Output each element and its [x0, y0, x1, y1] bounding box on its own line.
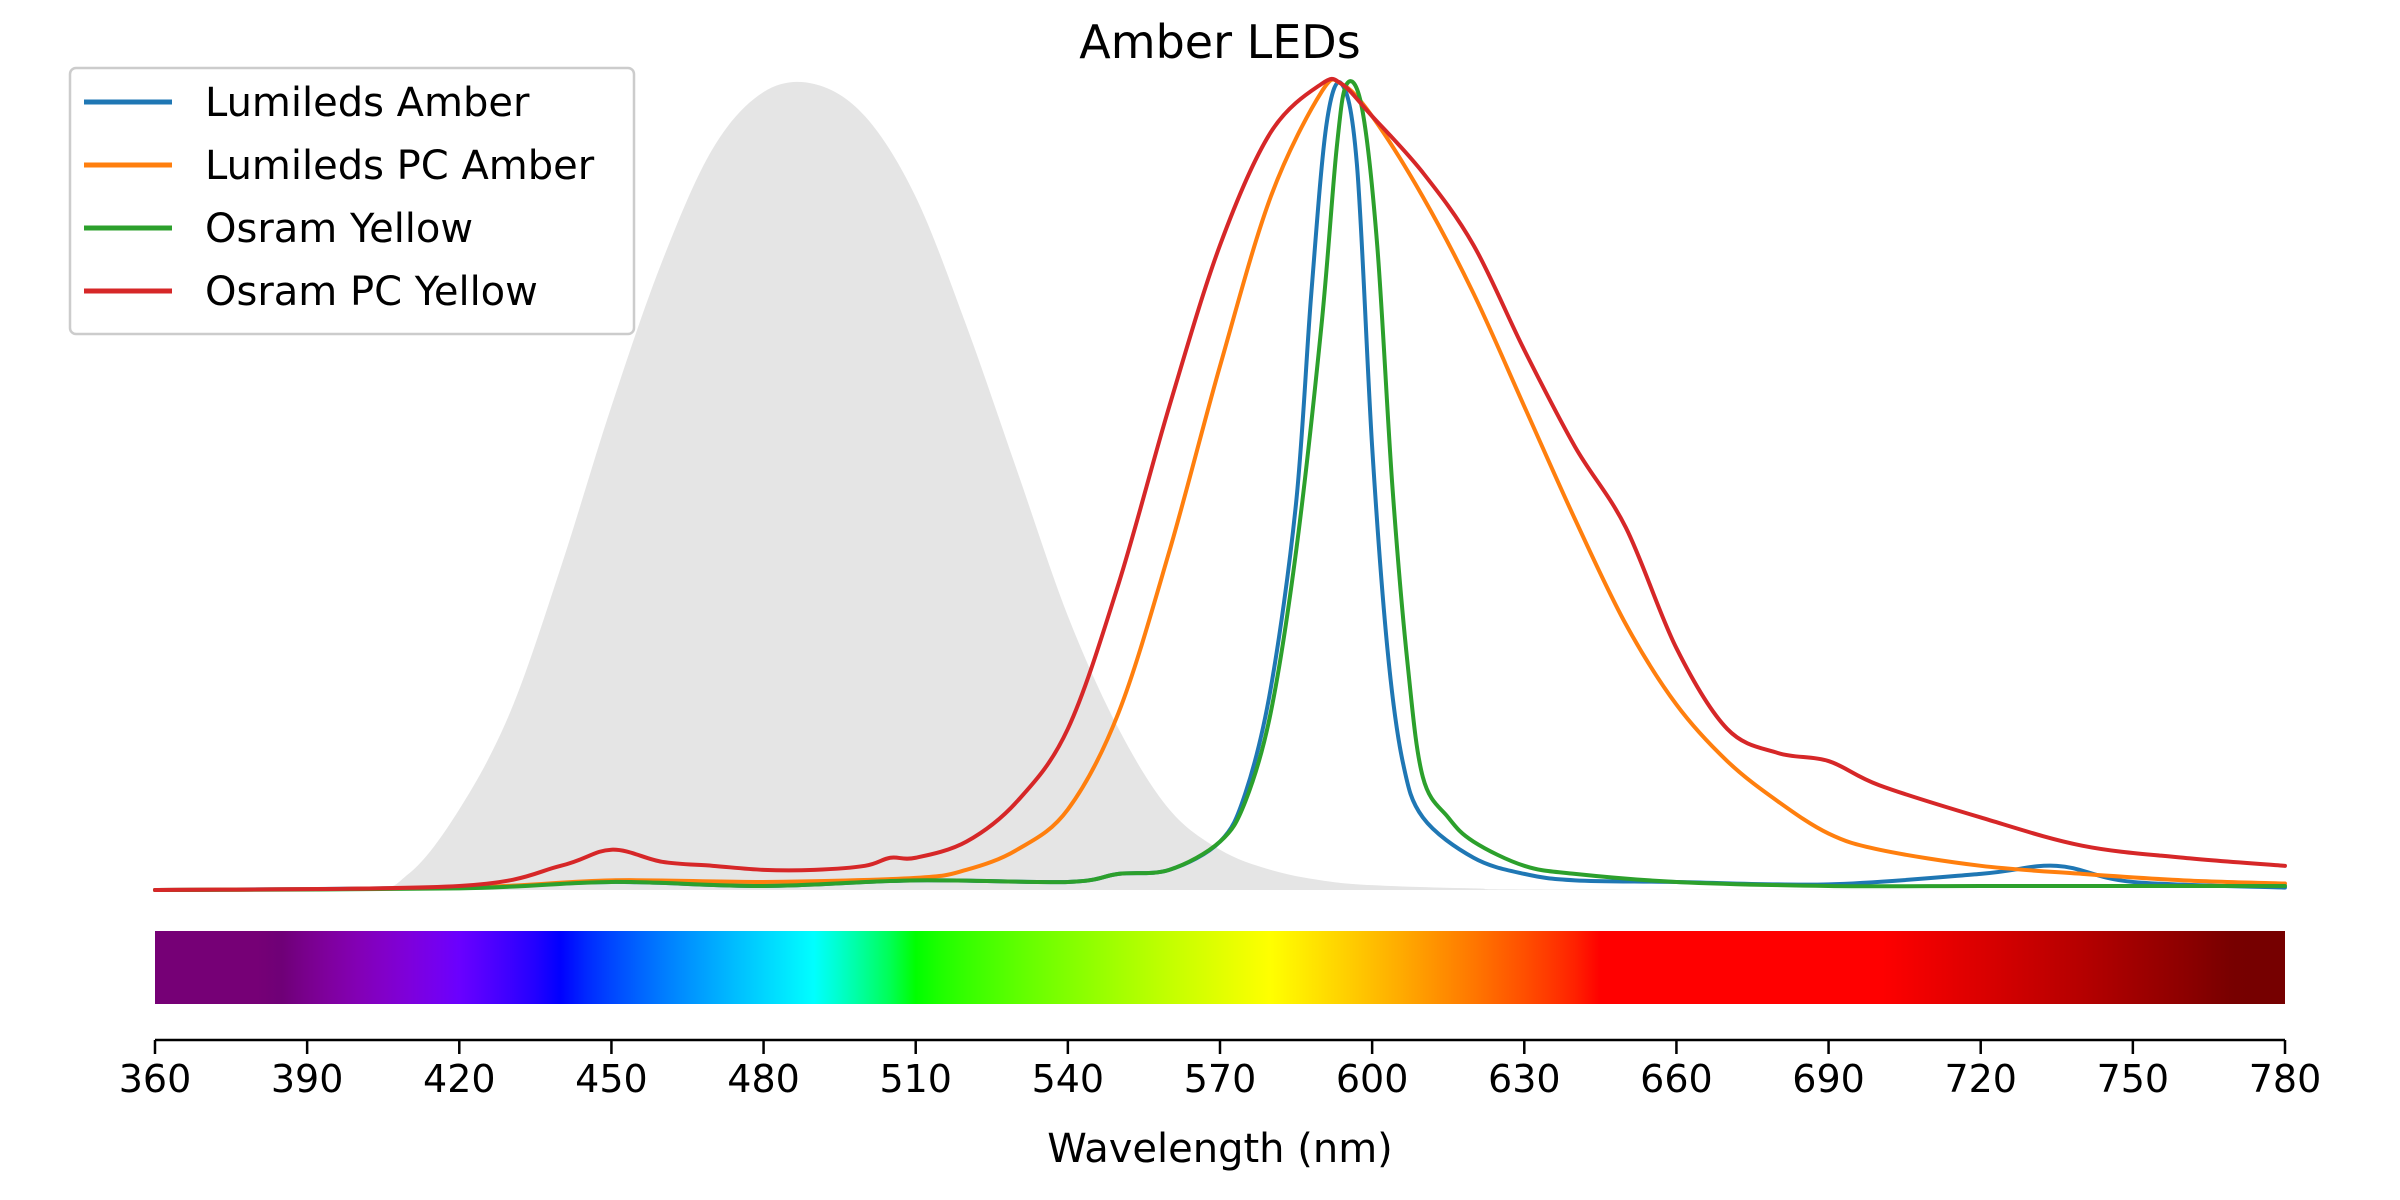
x-tick-label: 630 — [1488, 1057, 1561, 1101]
legend-label-lumileds-amber: Lumileds Amber — [205, 80, 530, 126]
x-tick-label: 750 — [2097, 1057, 2170, 1101]
x-tick-label: 360 — [119, 1057, 192, 1101]
legend-items: Lumileds Amber Lumileds PC Amber Osram Yel… — [84, 80, 595, 315]
legend: Lumileds Amber Lumileds PC Amber Osram Yel… — [68, 66, 636, 336]
x-tick-label: 510 — [879, 1057, 952, 1101]
x-axis-label: Wavelength (nm) — [1047, 1126, 1393, 1172]
x-tick-label: 720 — [1944, 1057, 2017, 1101]
x-tick-label: 480 — [727, 1057, 800, 1101]
x-tick-label: 780 — [2249, 1057, 2322, 1101]
legend-box — [68, 66, 636, 336]
spectrum-color-bar — [155, 931, 2285, 1004]
x-tick-label: 420 — [423, 1057, 496, 1101]
x-tick-label: 660 — [1640, 1057, 1713, 1101]
reference-area — [155, 81, 2285, 892]
x-tick-label: 450 — [575, 1057, 648, 1101]
reference-area-layer — [155, 81, 2285, 892]
legend-label-osram-pc-yellow: Osram PC Yellow — [205, 269, 538, 315]
legend-label-lumileds-pc-amber: Lumileds PC Amber — [205, 143, 595, 189]
legend-label-osram-yellow: Osram Yellow — [205, 206, 473, 252]
series-line-osram-pc-yellow — [153, 76, 2287, 892]
x-tick-label: 390 — [271, 1057, 344, 1101]
x-tick-label: 690 — [1792, 1057, 1865, 1101]
series-line-osram-yellow — [153, 79, 2287, 892]
x-tick-label: 540 — [1032, 1057, 1105, 1101]
x-tick-label: 570 — [1184, 1057, 1257, 1101]
x-axis: 360 390 420 450 480 510 540 570 600 630 660 690 720 7… — [119, 1038, 2322, 1101]
series-layer — [153, 76, 2287, 892]
chart-title: Amber LEDs — [1079, 15, 1360, 69]
x-tick-label: 600 — [1336, 1057, 1409, 1101]
